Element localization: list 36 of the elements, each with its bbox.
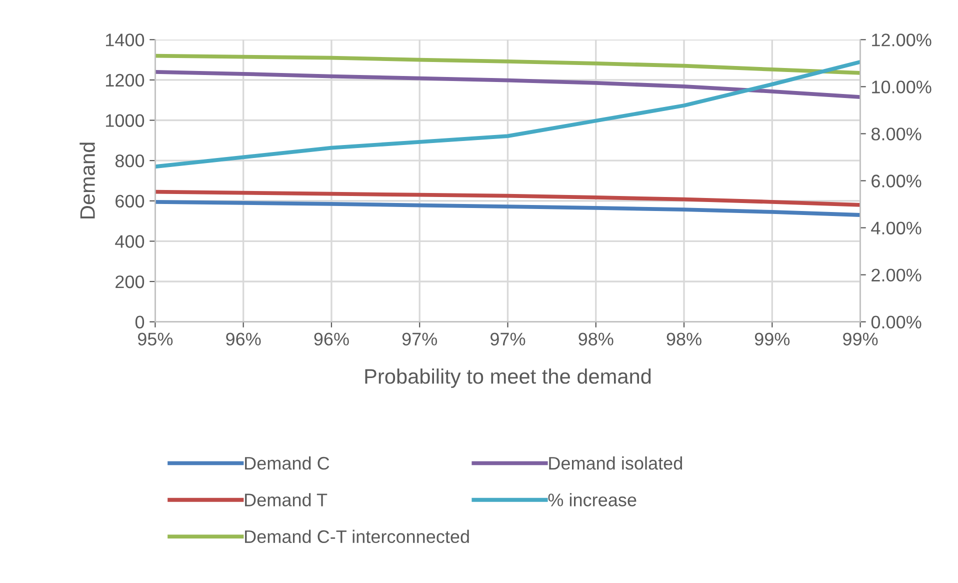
line-series bbox=[155, 70, 860, 100]
x-tick-label: 99% bbox=[754, 332, 790, 346]
y-tick-label: 600 bbox=[116, 194, 144, 208]
y2-tick-label: 10.00% bbox=[872, 80, 932, 94]
y-axis-title: Demand bbox=[80, 142, 95, 218]
x-tick-label: 97% bbox=[490, 332, 526, 346]
legend-label: % increase bbox=[548, 493, 636, 506]
y-tick-label: 800 bbox=[115, 154, 144, 168]
x-tick-label: 95% bbox=[138, 332, 173, 346]
x-tick-label: 97% bbox=[402, 332, 438, 346]
y2-tick-label: 4.00% bbox=[871, 222, 922, 234]
line-series bbox=[155, 190, 860, 207]
y-tick-label: 400 bbox=[115, 235, 144, 248]
line-series bbox=[155, 54, 860, 75]
legend-label: Demand isolated bbox=[549, 456, 682, 470]
x-tick-label: 96% bbox=[314, 332, 349, 346]
legend-label: Demand C-T interconnected bbox=[245, 530, 469, 544]
y-tick-label: 1400 bbox=[106, 34, 144, 46]
line-series bbox=[155, 200, 860, 217]
y-tick-label: 1200 bbox=[106, 74, 144, 87]
x-tick-label: 98% bbox=[666, 332, 702, 346]
y2-tick-label: 6.00% bbox=[872, 174, 922, 188]
y2-tick-label: 0.00% bbox=[871, 316, 922, 329]
x-tick-label: 98% bbox=[578, 332, 614, 346]
x-tick-label: 99% bbox=[843, 332, 878, 346]
line-series bbox=[155, 60, 860, 169]
x-axis-title: Probability to meet the demand bbox=[365, 368, 651, 388]
legend-label: Demand T bbox=[245, 493, 328, 506]
y-tick-label: 0 bbox=[135, 316, 144, 329]
legend-label: Demand C bbox=[245, 456, 330, 470]
y2-tick-label: 8.00% bbox=[871, 128, 922, 140]
y-tick-label: 1000 bbox=[106, 114, 144, 127]
y2-tick-label: 2.00% bbox=[872, 268, 922, 282]
x-tick-label: 96% bbox=[226, 332, 261, 346]
y-tick-label: 200 bbox=[116, 275, 144, 288]
y2-tick-label: 12.00% bbox=[872, 34, 932, 46]
